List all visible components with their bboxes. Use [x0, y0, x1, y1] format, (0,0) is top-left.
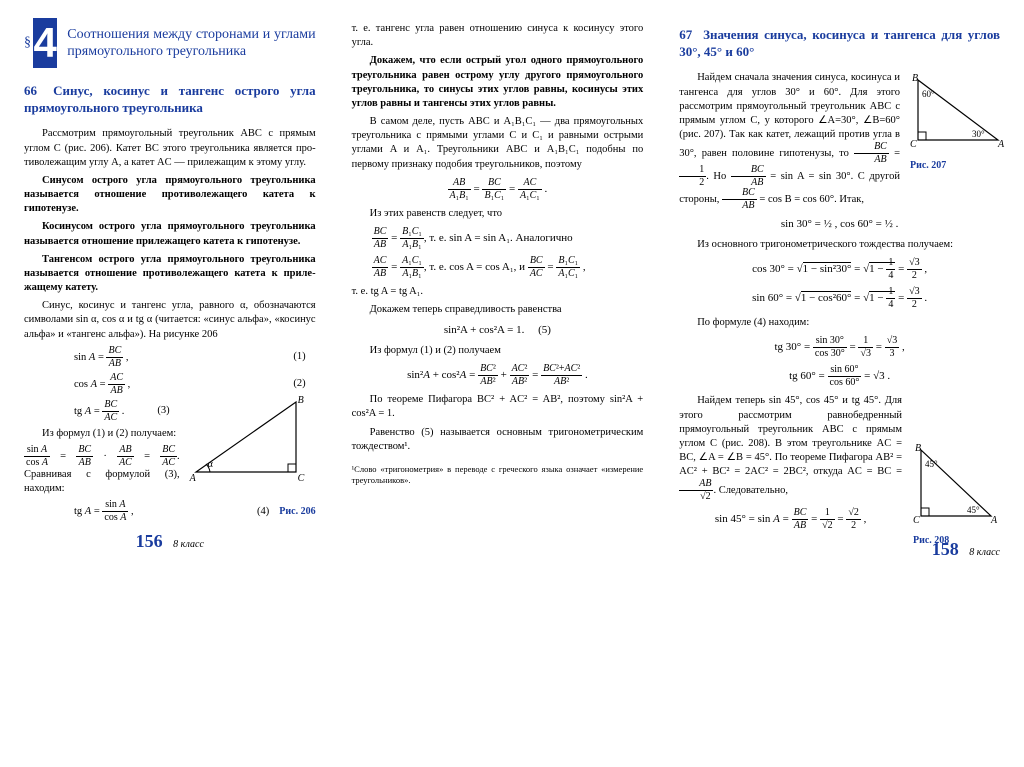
s66-p5: Синус, косинус и тангенс угла, рав­ного …: [24, 299, 316, 342]
eq-tg60: tg 60° = sin 60°cos 60° = √3 .: [679, 365, 1000, 388]
chapter-number: 4: [33, 18, 57, 68]
eq-cosA: cos A = ACAB , (2): [24, 373, 316, 396]
s67-p2: Из основного тригонометрическо­го тождес…: [679, 238, 1000, 252]
s67-p4: Найдем теперь sin 45°, cos 45° и tg 45°.…: [679, 394, 902, 502]
column-right: 67 Значения синуса, косинуса и тангенса …: [661, 18, 1000, 562]
section-67-heading: 67 Значения синуса, косинуса и тангенса …: [679, 26, 1000, 61]
c2-p1: т. е. тангенс угла равен отношению синус…: [352, 22, 644, 50]
eq-sin45: sin 45° = sin A = BCAB = 1√2 = √22 ,: [679, 508, 902, 531]
paragraph-symbol: §: [24, 34, 31, 53]
section-66-heading: 66 Синус, косинус и тангенс острого угла…: [24, 82, 316, 117]
page-foot-left: 156 8 класс: [24, 529, 316, 553]
fig-206-caption: Рис. 206: [279, 505, 315, 519]
s66-p2: Синусом острого угла прямо­угольного тре…: [24, 174, 316, 217]
eq-tgA: tg A = BCAC . (3): [24, 400, 180, 423]
s66-p1: Рассмотрим прямоугольный тре­угольник AB…: [24, 127, 316, 170]
c2-p6: Докажем теперь справедливость равенства: [352, 303, 644, 317]
figure-206-triangle: A B C α: [186, 394, 316, 484]
eq-similar-ratio: ABA₁B₁ = BCB₁C₁ = ACA₁C₁ .: [352, 178, 644, 201]
figure-208-triangle: A B C 45° 45° Рис. 208: [913, 442, 1008, 542]
fig-208-caption: Рис. 208: [913, 534, 1008, 548]
c2-p5c: т. е. tg A = tg A₁.: [352, 285, 644, 299]
c2-p7: Из формул (1) и (2) получаем: [352, 344, 644, 358]
s67-p1: Найдем сначала значения синуса, косинуса…: [679, 71, 900, 211]
eq-sinA: sin A = BCAB , (1): [24, 346, 316, 369]
c2-p3: В самом деле, пусть ABC и A₁B₁C₁ — два п…: [352, 115, 644, 172]
fig-207-caption: Рис. 207: [910, 159, 1008, 173]
c2-p8: По теореме Пифагора BC² + AC² = AB², поэ…: [352, 393, 644, 421]
s67-p3: По формуле (4) находим:: [679, 316, 1000, 330]
figure-207-triangle: A B C 60° 30° Рис. 207: [910, 72, 1008, 167]
page-num-156: 156: [136, 531, 163, 551]
eq-cos-eq: ACAB = A₁C₁A₁B₁, т. е. cos A = cos A₁, и…: [372, 256, 644, 279]
s66-p3: Косинусом острого угла прямо­угольного т…: [24, 220, 316, 248]
chapter-title: Соотношения между сторонами и углами пря…: [67, 26, 315, 61]
section-66-title: Синус, косинус и тангенс острого угла пр…: [24, 83, 316, 115]
section-67-num: 67: [679, 26, 692, 44]
eq-tg-sin-cos: tg A = sin Acos A , (4) Рис. 206: [24, 500, 316, 523]
eq-sin2cos2-frac: sin²A + cos²A = BC²AB² + AC²AB² = BC²+AC…: [352, 364, 644, 387]
column-middle: т. е. тангенс угла равен отношению синус…: [334, 18, 662, 562]
grade-label-right: 8 класс: [969, 547, 1000, 558]
chapter-header: § 4 Соотношения между сторонами и углами…: [24, 18, 316, 68]
c2-p2: Докажем, что если острый угол одного пря…: [352, 54, 644, 111]
column-left: § 4 Соотношения между сторонами и углами…: [24, 18, 334, 562]
c2-p4: Из этих равенств следует, что: [352, 207, 644, 221]
section-67-title: Значения синуса, косинуса и тангенса для…: [679, 27, 1000, 59]
footnote-trig: ¹Слово «тригонометрия» в переводе с греч…: [352, 464, 644, 487]
eq-sin-eq: BCAB = B₁C₁A₁B₁, т. е. sin A = sin A₁. А…: [372, 227, 644, 250]
eq-tg30: tg 30° = sin 30°cos 30° = 1√3 = √33 ,: [679, 336, 1000, 359]
eq-sin60: sin 60° = √1 − cos²60° = √1 − 14 = √32 .: [679, 287, 1000, 310]
eq-sin30-cos60: sin 30° = ½ , cos 60° = ½ .: [679, 217, 1000, 232]
grade-label-left: 8 класс: [173, 539, 204, 550]
textbook-spread: § 4 Соотношения между сторонами и углами…: [0, 0, 1024, 572]
s66-p4: Тангенсом острого угла прямо­угольного т…: [24, 253, 316, 296]
eq-cos30: cos 30° = √1 − sin²30° = √1 − 14 = √32 ,: [679, 258, 1000, 281]
c2-p9: Равенство (5) называется основ­ным триго…: [352, 426, 644, 454]
section-66-num: 66: [24, 82, 37, 100]
eq-5: sin²A + cos²A = 1. (5): [352, 323, 644, 338]
